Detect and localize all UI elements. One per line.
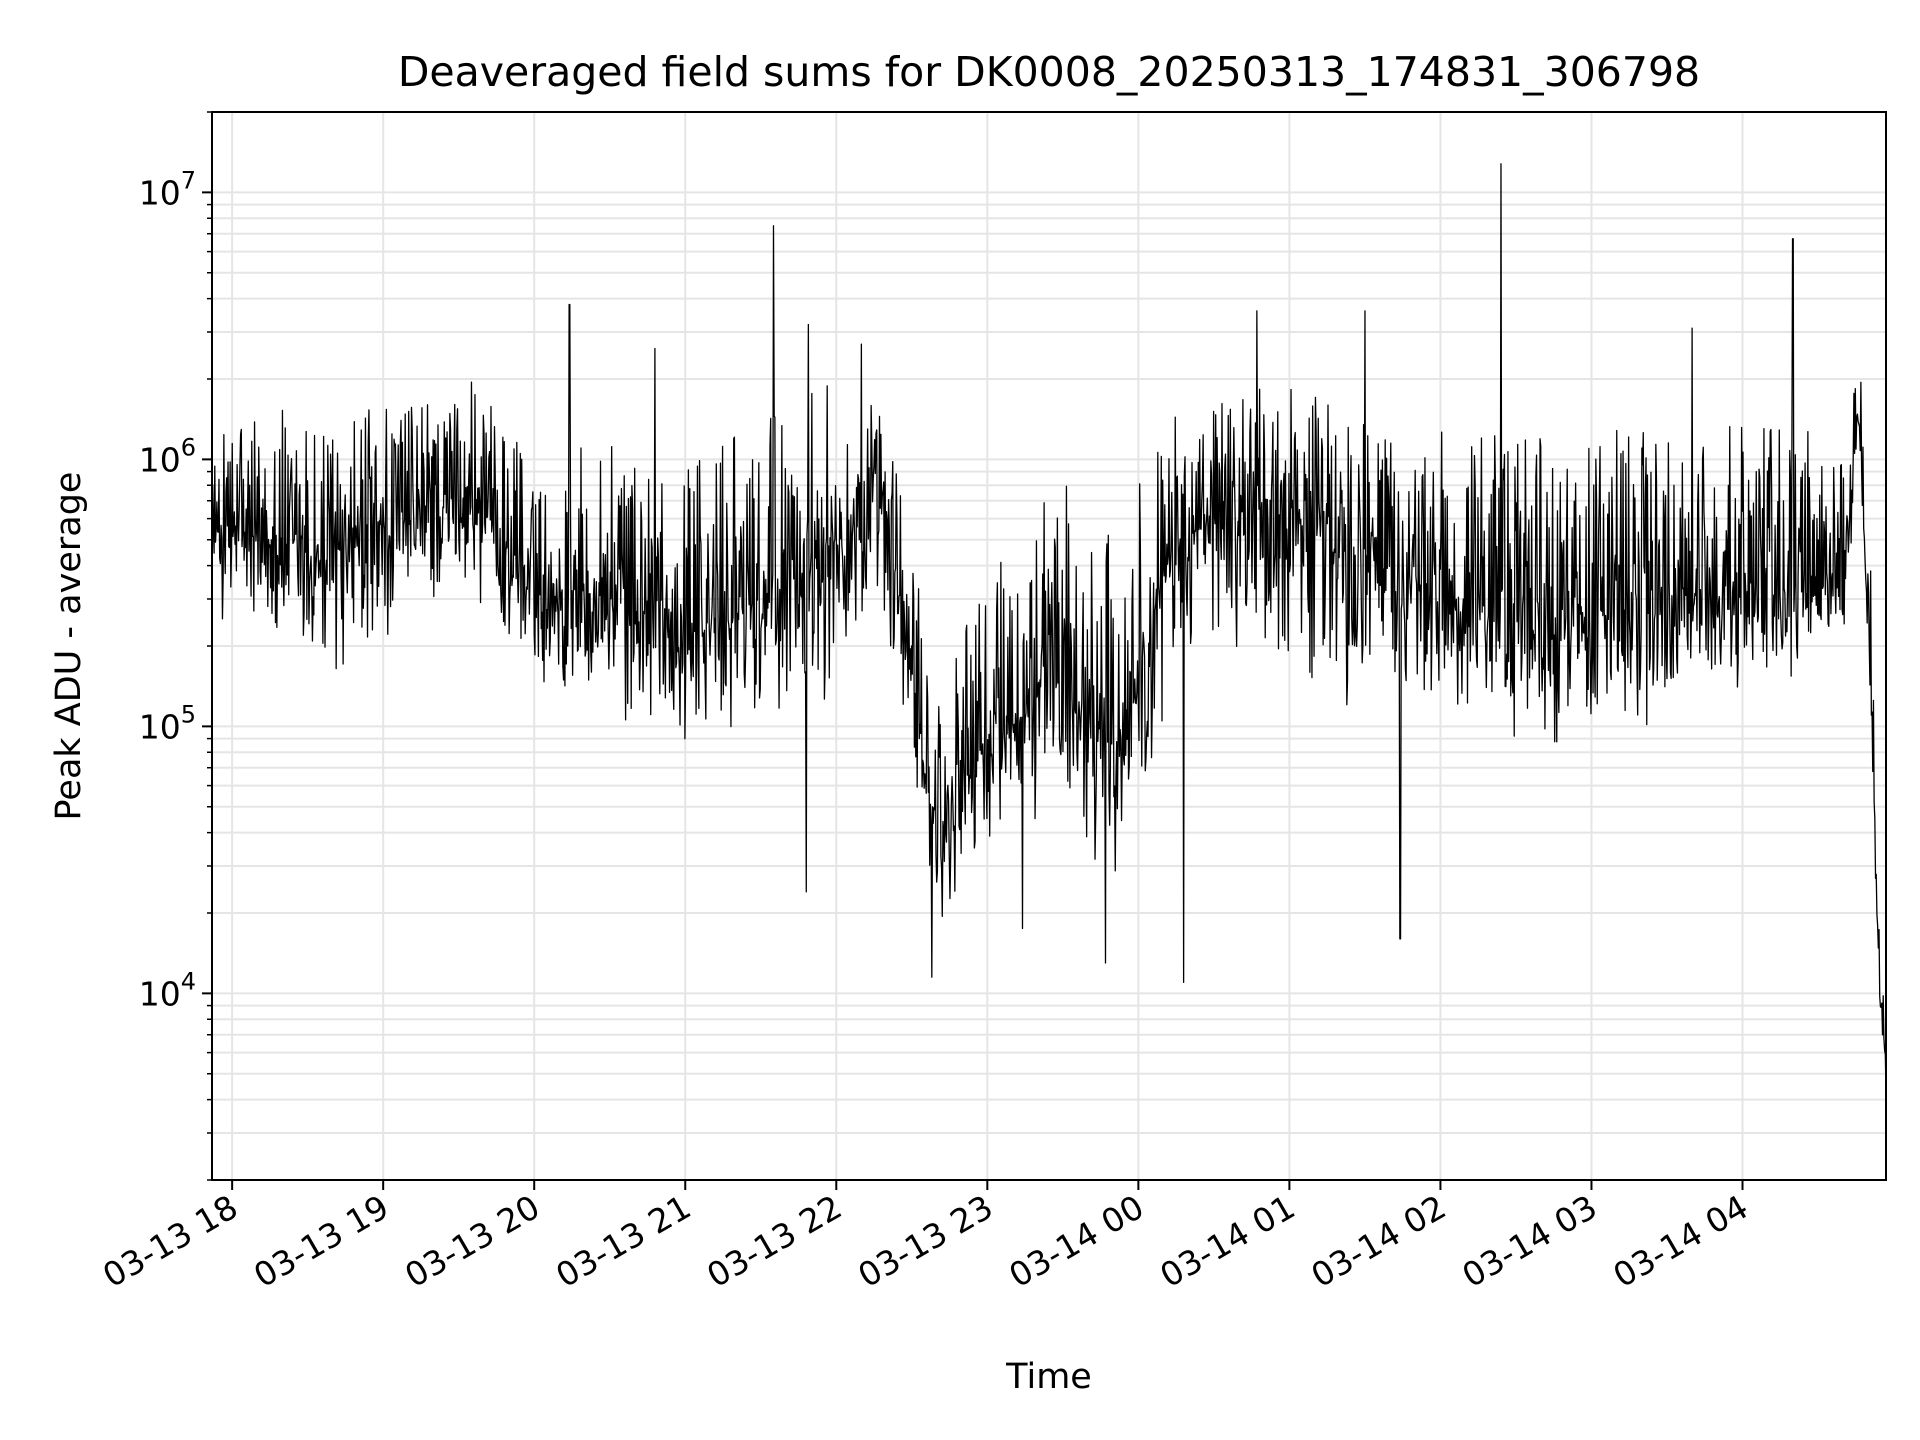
series-polyline xyxy=(211,163,1887,1092)
y-tick-label: 105 xyxy=(139,700,196,746)
y-axis-label: Peak ADU - average xyxy=(49,472,89,821)
chart-title: Deaveraged field sums for DK0008_2025031… xyxy=(398,48,1700,96)
y-tick-label: 106 xyxy=(139,433,196,479)
y-tick-label: 104 xyxy=(139,967,196,1013)
y-tick-label: 107 xyxy=(139,166,196,212)
series-line xyxy=(211,163,1887,1092)
grid xyxy=(212,111,1886,1181)
x-axis-label: Time xyxy=(1005,1357,1092,1397)
